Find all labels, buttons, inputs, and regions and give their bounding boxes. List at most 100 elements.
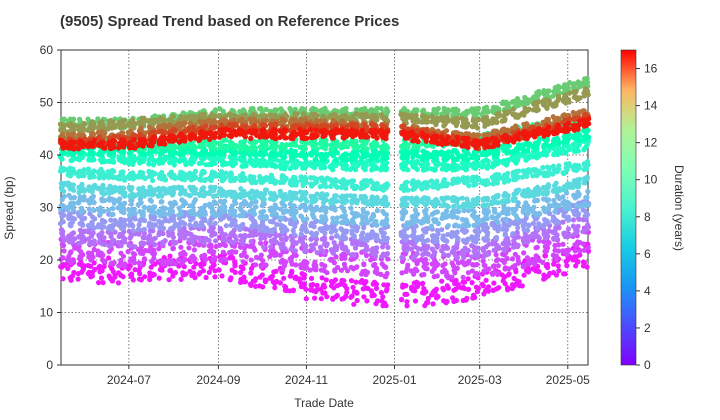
data-point bbox=[142, 274, 148, 280]
data-point bbox=[71, 194, 77, 201]
data-point bbox=[213, 193, 219, 199]
data-point bbox=[519, 283, 525, 289]
data-point bbox=[303, 190, 309, 196]
data-point bbox=[577, 252, 583, 258]
data-point bbox=[88, 263, 94, 269]
data-point bbox=[333, 157, 339, 163]
data-point bbox=[383, 212, 390, 218]
data-point bbox=[364, 269, 371, 275]
data-point bbox=[199, 222, 205, 228]
data-point bbox=[171, 217, 177, 223]
data-point bbox=[182, 251, 188, 257]
data-point bbox=[253, 276, 259, 282]
data-point bbox=[495, 228, 501, 234]
data-point bbox=[484, 225, 490, 231]
data-point bbox=[509, 256, 516, 262]
data-point bbox=[585, 212, 591, 218]
data-point bbox=[97, 263, 103, 269]
data-point bbox=[89, 151, 95, 157]
data-point bbox=[540, 164, 546, 171]
data-point bbox=[228, 275, 234, 281]
data-point bbox=[190, 207, 196, 213]
data-point bbox=[115, 280, 122, 286]
data-point bbox=[232, 218, 238, 224]
data-point bbox=[91, 174, 97, 180]
data-point bbox=[575, 223, 581, 229]
data-point bbox=[290, 288, 296, 294]
data-point bbox=[556, 163, 562, 169]
data-point bbox=[344, 218, 350, 224]
data-point bbox=[314, 179, 320, 185]
data-point bbox=[465, 270, 471, 276]
data-point bbox=[318, 296, 324, 302]
data-point bbox=[248, 257, 254, 263]
data-point bbox=[100, 182, 106, 188]
data-point bbox=[223, 257, 229, 263]
data-point bbox=[242, 279, 249, 285]
data-point bbox=[268, 244, 274, 250]
data-point bbox=[233, 249, 239, 255]
data-point bbox=[131, 259, 137, 266]
data-point bbox=[283, 259, 289, 265]
data-point bbox=[333, 193, 339, 199]
data-point bbox=[566, 161, 572, 167]
data-point bbox=[425, 196, 431, 202]
data-point bbox=[117, 196, 123, 202]
data-point bbox=[324, 192, 330, 198]
data-point bbox=[474, 245, 481, 251]
data-point bbox=[89, 220, 95, 227]
data-point bbox=[308, 275, 315, 281]
data-point bbox=[160, 230, 166, 237]
data-point bbox=[445, 231, 451, 238]
data-point bbox=[555, 263, 561, 269]
data-point bbox=[321, 284, 328, 290]
data-point bbox=[218, 257, 224, 263]
data-point bbox=[248, 239, 254, 245]
data-point bbox=[173, 221, 179, 227]
data-point bbox=[106, 255, 112, 261]
data-point bbox=[422, 256, 429, 263]
data-point bbox=[544, 218, 550, 224]
data-point bbox=[383, 303, 389, 309]
data-point bbox=[251, 174, 257, 180]
data-point bbox=[378, 227, 384, 233]
data-point bbox=[545, 264, 551, 271]
data-point bbox=[292, 216, 298, 222]
data-point bbox=[515, 234, 522, 240]
data-point bbox=[253, 179, 259, 185]
data-point bbox=[581, 247, 587, 253]
data-point bbox=[404, 291, 410, 297]
data-point bbox=[313, 264, 319, 270]
data-point bbox=[97, 205, 103, 211]
data-point bbox=[222, 232, 228, 238]
data-point bbox=[404, 244, 410, 250]
data-point bbox=[138, 200, 144, 206]
data-point bbox=[179, 185, 185, 191]
data-point bbox=[302, 145, 309, 152]
data-point bbox=[445, 204, 451, 210]
data-point bbox=[526, 222, 532, 228]
data-point bbox=[212, 274, 218, 280]
data-point bbox=[459, 195, 465, 201]
data-point bbox=[505, 198, 511, 204]
data-point bbox=[385, 201, 391, 207]
data-point bbox=[322, 164, 328, 171]
data-point bbox=[515, 242, 521, 248]
data-point bbox=[202, 217, 208, 224]
data-point bbox=[111, 168, 117, 174]
data-point bbox=[172, 174, 178, 180]
data-point bbox=[441, 251, 447, 258]
data-point bbox=[504, 226, 510, 233]
data-point bbox=[293, 240, 299, 246]
data-point bbox=[252, 152, 258, 158]
data-point bbox=[273, 252, 279, 258]
data-point bbox=[331, 260, 337, 266]
data-point bbox=[323, 277, 329, 283]
data-point bbox=[323, 137, 329, 144]
data-point bbox=[90, 230, 96, 236]
data-point bbox=[510, 231, 516, 237]
data-point bbox=[425, 299, 431, 306]
data-point bbox=[444, 238, 450, 244]
data-point bbox=[61, 193, 67, 199]
data-point bbox=[399, 270, 405, 276]
